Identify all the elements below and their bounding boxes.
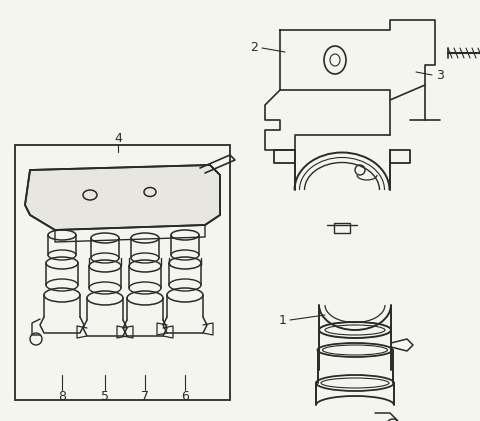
- Text: 2: 2: [250, 40, 258, 53]
- Text: 4: 4: [114, 133, 122, 146]
- Text: 3: 3: [436, 69, 444, 82]
- Text: 8: 8: [58, 391, 66, 403]
- Polygon shape: [25, 165, 220, 230]
- Bar: [334, 223, 350, 233]
- Text: 6: 6: [181, 391, 189, 403]
- Text: 7: 7: [141, 391, 149, 403]
- Bar: [15, 145, 230, 400]
- Text: 5: 5: [101, 391, 109, 403]
- Text: 1: 1: [279, 314, 287, 327]
